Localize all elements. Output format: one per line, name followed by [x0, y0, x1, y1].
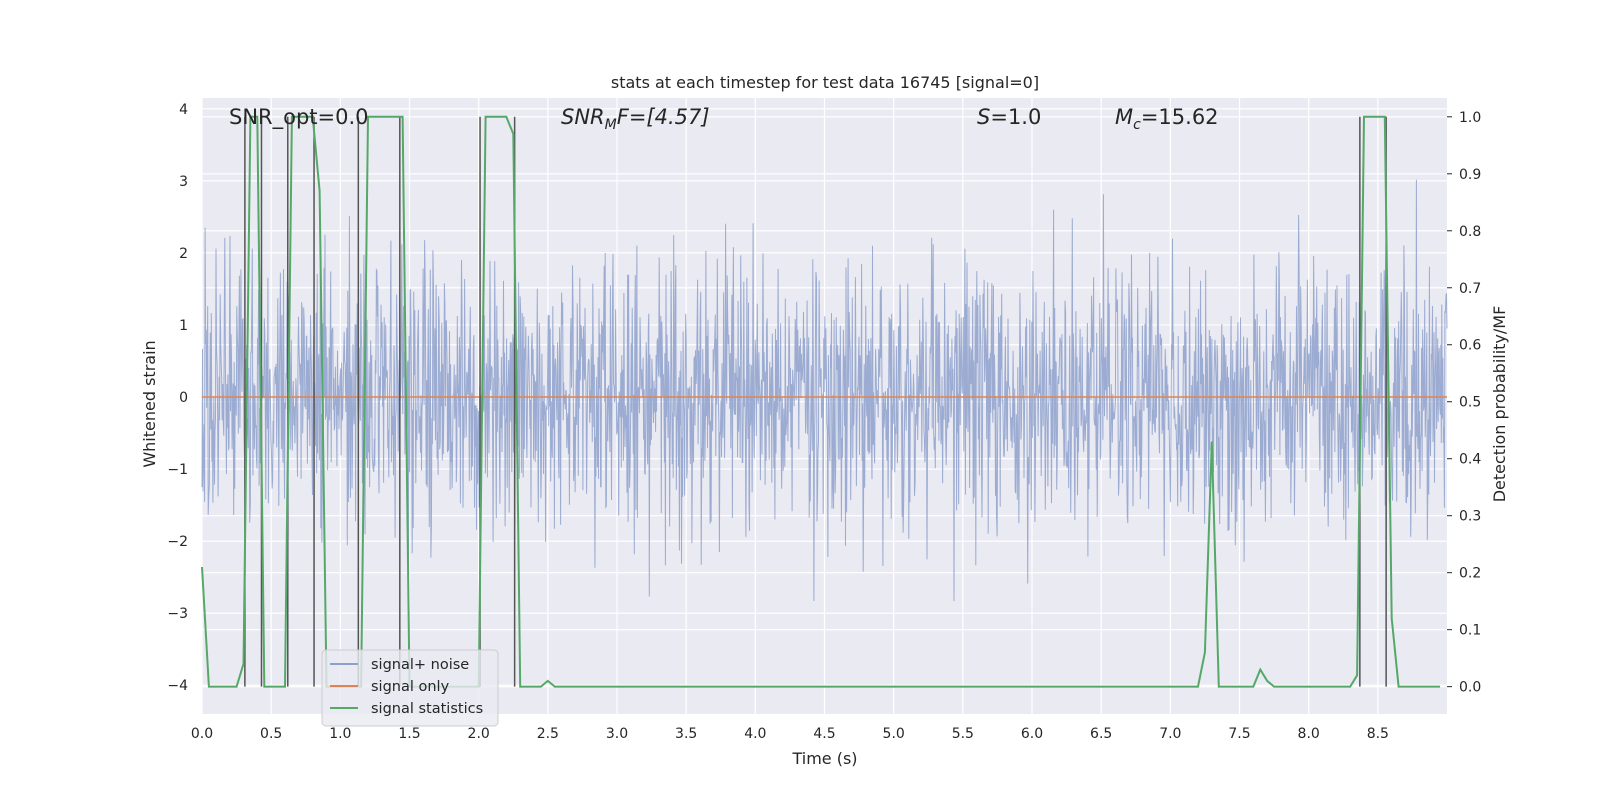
- x-tick-label: 2.5: [537, 726, 559, 742]
- legend: signal+ noise signal only signal statist…: [321, 649, 499, 727]
- y2-tick-label: 0.4: [1459, 452, 1481, 468]
- annotation-snr-opt: SNR_opt=0.0: [229, 105, 369, 130]
- legend-label-signal-only: signal only: [371, 679, 450, 695]
- annotation-mc: Mc=15.62: [1115, 105, 1219, 133]
- x-tick-label: 7.5: [1228, 726, 1250, 742]
- statistics-series: [201, 115, 1441, 688]
- annotation-s: S=1.0: [977, 105, 1041, 129]
- x-tick-label: 2.0: [468, 726, 490, 742]
- y2-axis-title: Detection probability/MF: [1490, 306, 1509, 503]
- legend-box: [321, 649, 499, 727]
- y2-tick-label: 0.2: [1459, 566, 1481, 582]
- x-axis-ticks: 0.0 0.5 1.0 1.5 2.0 2.5 3.0 3.5 4.0 4.5 5.0 5.5 6.0 6…: [191, 726, 1389, 742]
- y2-tick-label: 0.9: [1459, 167, 1481, 183]
- y2-tick-label: 0.6: [1459, 338, 1481, 354]
- y-tick-label: −4: [167, 678, 188, 694]
- x-tick-label: 4.0: [744, 726, 766, 742]
- x-tick-label: 0.5: [260, 726, 282, 742]
- chart-title: stats at each timestep for test data 167…: [611, 73, 1039, 92]
- y-axis-title: Whitened strain: [140, 340, 159, 467]
- statistics-line: [201, 115, 1441, 688]
- y-tick-label: 4: [179, 102, 188, 118]
- y-tick-label: −2: [167, 534, 188, 550]
- x-tick-label: 4.5: [813, 726, 835, 742]
- x-tick-label: 3.0: [606, 726, 628, 742]
- y-tick-label: −1: [167, 462, 188, 478]
- x-tick-label: 7.0: [1159, 726, 1181, 742]
- x-tick-label: 5.0: [883, 726, 905, 742]
- y-axis-ticks: 4 3 2 1 0 −1 −2 −3 −4: [167, 102, 188, 694]
- x-tick-label: 6.5: [1090, 726, 1112, 742]
- x-tick-label: 3.5: [675, 726, 697, 742]
- y2-tick-label: 0.8: [1459, 224, 1481, 240]
- y2-tick-label: 0.7: [1459, 281, 1481, 297]
- x-tick-label: 0.0: [191, 726, 213, 742]
- legend-label-noise: signal+ noise: [371, 657, 469, 673]
- x-tick-label: 6.0: [1021, 726, 1043, 742]
- y-tick-label: 2: [179, 246, 188, 262]
- x-tick-label: 1.5: [398, 726, 420, 742]
- y2-tick-label: 0.0: [1459, 680, 1481, 696]
- x-tick-label: 8.0: [1298, 726, 1320, 742]
- x-tick-label: 8.5: [1367, 726, 1389, 742]
- y2-tick-label: 0.1: [1459, 623, 1481, 639]
- x-tick-label: 1.0: [329, 726, 351, 742]
- y2-tick-label: 0.3: [1459, 509, 1481, 525]
- y-tick-label: 0: [179, 390, 188, 406]
- y-tick-label: −3: [167, 606, 188, 622]
- y2-tick-label: 0.5: [1459, 395, 1481, 411]
- annotation-snr-mf: SNRMF=[4.57]: [561, 105, 710, 133]
- y-tick-label: 1: [179, 318, 188, 334]
- y-tick-label: 3: [179, 174, 188, 190]
- y2-tick-label: 1.0: [1459, 110, 1481, 126]
- x-tick-label: 5.5: [952, 726, 974, 742]
- legend-label-statistics: signal statistics: [371, 701, 483, 717]
- x-axis-title: Time (s): [791, 749, 857, 768]
- y2-axis-ticks: 1.0 0.9 0.8 0.7 0.6 0.5 0.4 0.3 0.2 0.1 0.0: [1447, 110, 1481, 696]
